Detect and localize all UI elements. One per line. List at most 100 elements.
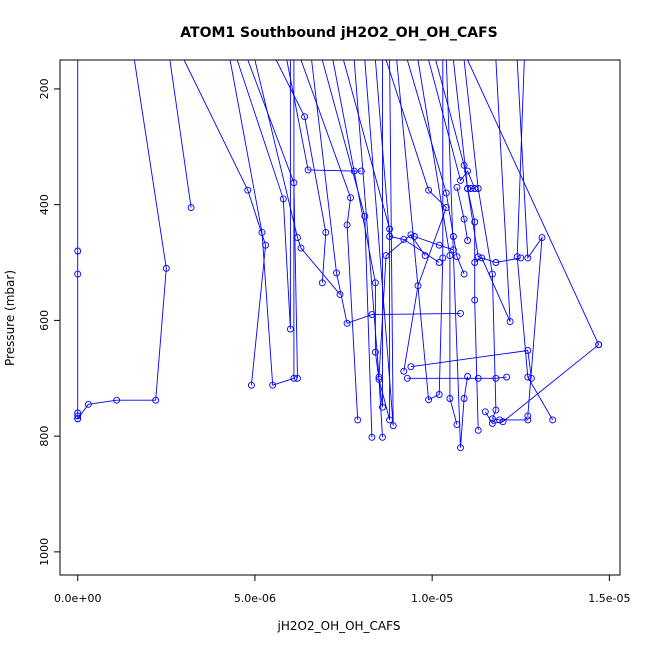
data-point xyxy=(354,416,362,424)
data-point xyxy=(453,253,461,261)
data-point xyxy=(74,415,82,423)
y-tick-label: 400 xyxy=(38,194,51,215)
data-point xyxy=(524,373,532,381)
y-tick-label: 1000 xyxy=(38,538,51,566)
x-tick-label: 5.0e-06 xyxy=(234,592,276,605)
series-line xyxy=(445,60,469,448)
data-point xyxy=(290,179,298,187)
series-line xyxy=(456,187,469,241)
data-point xyxy=(361,212,369,220)
series-line xyxy=(286,60,362,172)
series-line xyxy=(77,60,167,420)
series-line xyxy=(396,60,444,401)
series-line xyxy=(435,60,479,431)
data-point xyxy=(258,228,266,236)
series-line xyxy=(516,60,554,421)
data-point xyxy=(449,246,457,254)
data-point xyxy=(294,374,301,382)
x-tick-label: 0.0e+00 xyxy=(54,592,101,605)
data-point xyxy=(506,318,514,326)
series-line xyxy=(474,60,511,322)
data-point xyxy=(371,348,379,356)
data-point xyxy=(460,161,468,169)
data-point xyxy=(513,253,521,261)
data-point xyxy=(74,270,82,278)
series-line xyxy=(407,376,507,379)
data-point xyxy=(400,235,408,243)
data-point xyxy=(435,391,443,398)
y-tick-label: 800 xyxy=(38,426,51,447)
series-line xyxy=(410,349,532,379)
data-point xyxy=(460,215,468,223)
data-point xyxy=(371,279,379,287)
series-line xyxy=(463,60,528,421)
data-point xyxy=(343,319,351,327)
data-point xyxy=(290,374,298,382)
data-point xyxy=(464,237,472,244)
data-point xyxy=(435,241,443,249)
data-point xyxy=(471,259,479,266)
data-point xyxy=(343,221,351,229)
series-line xyxy=(183,60,267,386)
x-tick-label: 1.5e-05 xyxy=(588,592,630,605)
series-line xyxy=(353,60,426,378)
x-axis: 0.0e+00 5.0e-06 1.0e-05 1.5e-05 xyxy=(54,574,630,605)
data-point xyxy=(464,185,472,192)
series-line xyxy=(275,60,327,283)
data-point xyxy=(333,269,340,277)
data-point xyxy=(453,183,461,191)
data-point xyxy=(318,279,326,287)
data-point xyxy=(549,416,557,424)
data-point xyxy=(446,395,454,402)
y-axis: 200 400 600 800 1000 xyxy=(38,78,61,566)
data-point xyxy=(474,426,482,434)
data-point xyxy=(496,416,503,424)
data-point xyxy=(297,244,305,252)
series-line xyxy=(417,60,458,425)
data-point xyxy=(435,259,443,266)
data-point xyxy=(152,396,160,404)
data-point xyxy=(460,395,468,402)
data-point xyxy=(538,234,546,242)
data-point xyxy=(74,247,82,255)
data-point xyxy=(84,400,92,408)
data-point xyxy=(457,176,464,184)
data-point xyxy=(379,403,386,411)
series-line xyxy=(236,60,291,330)
data-point xyxy=(457,444,464,452)
data-point xyxy=(301,113,309,121)
data-point xyxy=(162,264,170,272)
series-line xyxy=(406,60,465,275)
data-point xyxy=(357,167,365,175)
series-line xyxy=(385,60,447,372)
data-point xyxy=(517,254,525,262)
y-axis-label: Pressure (mbar) xyxy=(3,270,17,366)
data-point xyxy=(524,254,532,262)
series-line xyxy=(254,60,341,295)
series-line xyxy=(364,60,394,426)
data-point xyxy=(407,231,415,239)
data-point xyxy=(403,374,411,382)
data-point xyxy=(492,406,500,414)
data-point xyxy=(524,347,532,354)
data-point xyxy=(269,381,277,389)
y-tick-label: 600 xyxy=(38,310,51,331)
data-point xyxy=(410,233,418,240)
data-point xyxy=(407,363,415,371)
y-tick-label: 200 xyxy=(38,78,51,99)
data-point xyxy=(524,412,532,420)
data-point xyxy=(478,254,486,262)
series-line xyxy=(428,60,476,189)
data-point xyxy=(595,341,603,349)
data-point xyxy=(481,408,489,416)
series-line xyxy=(484,344,599,424)
data-point xyxy=(347,194,355,202)
data-point xyxy=(375,373,383,381)
data-point xyxy=(457,309,464,317)
data-point xyxy=(524,416,532,424)
series-line xyxy=(247,60,298,379)
x-tick-label: 1.0e-05 xyxy=(411,592,453,605)
data-point xyxy=(499,418,507,426)
series-line xyxy=(311,60,461,324)
